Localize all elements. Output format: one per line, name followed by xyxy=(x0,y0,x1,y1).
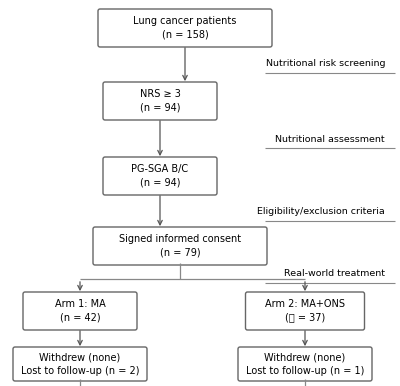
FancyBboxPatch shape xyxy=(23,292,137,330)
Text: Eligibility/exclusion criteria: Eligibility/exclusion criteria xyxy=(257,208,385,217)
FancyBboxPatch shape xyxy=(238,347,372,381)
Text: Withdrew (none)
Lost to follow-up (n = 1): Withdrew (none) Lost to follow-up (n = 1… xyxy=(246,352,364,376)
FancyBboxPatch shape xyxy=(246,292,364,330)
FancyBboxPatch shape xyxy=(98,9,272,47)
Text: Nutritional assessment: Nutritional assessment xyxy=(275,134,385,144)
FancyBboxPatch shape xyxy=(103,82,217,120)
Text: Withdrew (none)
Lost to follow-up (n = 2): Withdrew (none) Lost to follow-up (n = 2… xyxy=(21,352,139,376)
FancyBboxPatch shape xyxy=(103,157,217,195)
FancyBboxPatch shape xyxy=(13,347,147,381)
Text: PG-SGA B/C
(n = 94): PG-SGA B/C (n = 94) xyxy=(132,164,188,188)
FancyBboxPatch shape xyxy=(93,227,267,265)
Text: Nutritional risk screening: Nutritional risk screening xyxy=(266,59,385,68)
Text: Arm 2: MA+ONS
(ｎ = 37): Arm 2: MA+ONS (ｎ = 37) xyxy=(265,300,345,323)
Text: Lung cancer patients
(n = 158): Lung cancer patients (n = 158) xyxy=(133,16,237,40)
Text: Arm 1: MA
(n = 42): Arm 1: MA (n = 42) xyxy=(55,300,105,323)
Text: Real-world treatment: Real-world treatment xyxy=(284,269,385,279)
Text: Signed informed consent
(n = 79): Signed informed consent (n = 79) xyxy=(119,234,241,257)
Text: NRS ≥ 3
(n = 94): NRS ≥ 3 (n = 94) xyxy=(140,90,180,113)
